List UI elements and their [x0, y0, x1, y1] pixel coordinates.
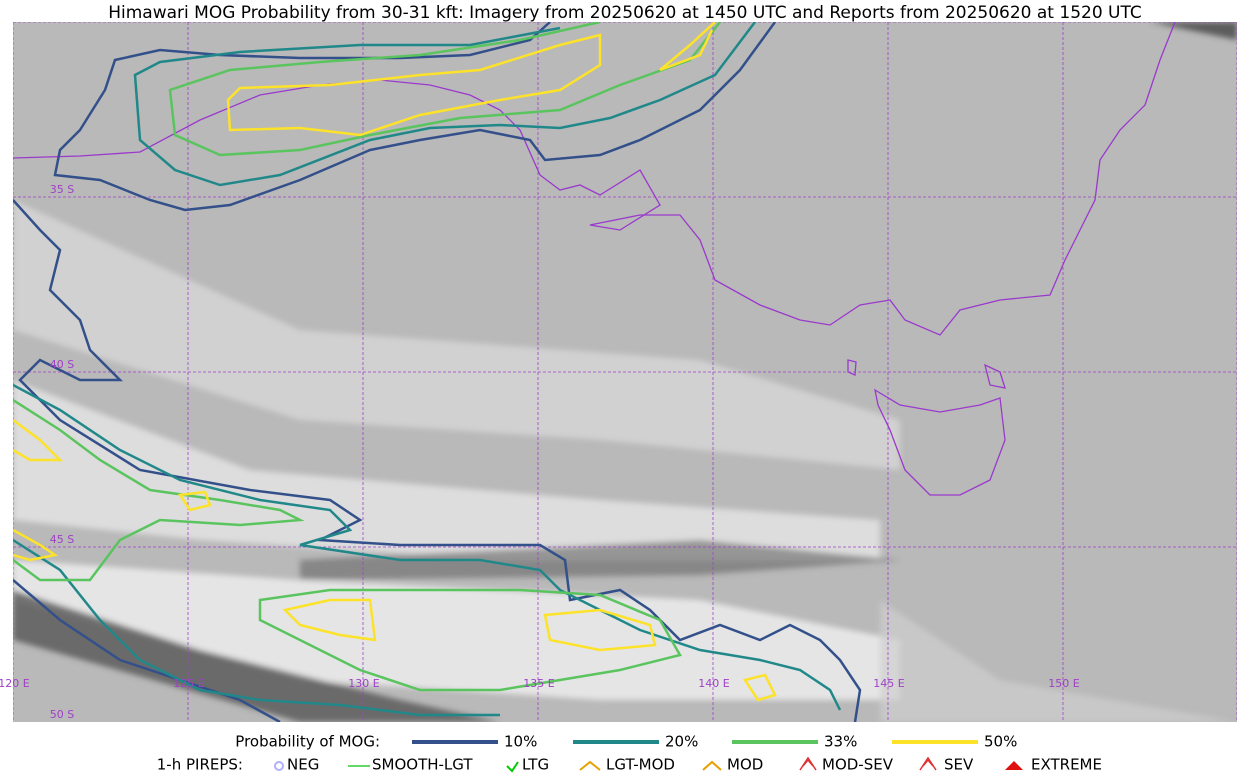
legend-label: LGT-MOD: [606, 756, 675, 774]
legend-label: 20%: [665, 733, 698, 751]
lgt-mod-symbol: [579, 760, 601, 771]
lon-label: 120 E: [0, 677, 30, 690]
cloud-texture: [13, 22, 1237, 722]
legend-label: MOD-SEV: [822, 756, 894, 774]
neg-symbol: [274, 761, 284, 771]
legend-title: Probability of MOG:: [235, 733, 380, 751]
lat-label: 35 S: [50, 183, 74, 196]
grid: [13, 22, 1237, 722]
lon-label: 125 E: [173, 677, 204, 690]
legend-probability: Probability of MOG: 10% 20% 33% 50%: [235, 733, 1017, 751]
lon-label: 130 E: [348, 677, 379, 690]
lat-label: 50 S: [50, 708, 74, 721]
lon-label: 135 E: [523, 677, 554, 690]
legend-label: MOD: [727, 756, 763, 774]
mod-symbol: [702, 760, 722, 771]
map: [13, 22, 1237, 722]
legend-pireps: 1-h PIREPS: NEG SMOOTH-LGT LTG LGT-MOD MOD MO…: [157, 756, 1102, 774]
legend-label: 10%: [504, 733, 537, 751]
legend-label: NEG: [287, 756, 319, 774]
lon-label: 140 E: [698, 677, 729, 690]
contours: [13, 22, 862, 722]
ltg-symbol: [506, 761, 519, 773]
lat-label: 45 S: [50, 533, 74, 546]
lon-label: 145 E: [873, 677, 904, 690]
mod-sev-symbol: [799, 756, 817, 771]
title: Himawari MOG Probability from 30-31 kft:…: [108, 3, 1142, 23]
sev-symbol: [919, 756, 937, 771]
legend-items: NEG SMOOTH-LGT LTG LGT-MOD MOD MOD-SEV SEV EXTR…: [287, 756, 1102, 774]
legend-label: EXTREME: [1031, 756, 1102, 774]
legend-label: LTG: [522, 756, 549, 774]
legend-label: 50%: [984, 733, 1017, 751]
lon-label: 150 E: [1048, 677, 1079, 690]
lat-label: 40 S: [50, 358, 74, 371]
extreme-symbol: [1005, 761, 1023, 770]
legend-label: SMOOTH-LGT: [372, 756, 473, 774]
coastline: [13, 22, 1176, 496]
legend-label: 33%: [824, 733, 857, 751]
legend-label: SEV: [944, 756, 974, 774]
axis-labels: 120 E 125 E 130 E 135 E 140 E 145 E 150 E 35 S 4…: [0, 183, 1080, 721]
legend-title: 1-h PIREPS:: [157, 756, 243, 774]
legend-items: 10% 20% 33% 50%: [412, 733, 1017, 751]
